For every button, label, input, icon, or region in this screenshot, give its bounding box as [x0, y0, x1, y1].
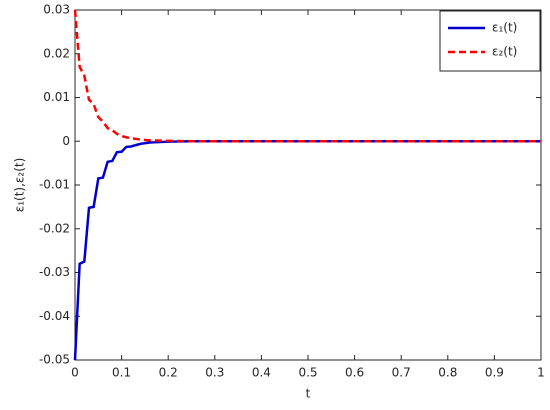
- x-tick-label: 0.4: [252, 366, 271, 380]
- x-tick-label: 0: [71, 366, 79, 380]
- series-line: [73, 140, 541, 361]
- y-tick-label: -0.03: [39, 265, 70, 279]
- x-tick-label: 0.5: [298, 366, 317, 380]
- y-axis-label: ε₁(t),ε₂(t): [13, 158, 27, 213]
- x-tick-label: 0.7: [392, 366, 411, 380]
- series-line: [73, 9, 541, 143]
- y-tick-label: 0.01: [43, 90, 70, 104]
- x-tick-label: 0.1: [112, 366, 131, 380]
- legend-box: [439, 10, 541, 72]
- x-axis-label: t: [306, 387, 311, 401]
- x-tick-label: 1: [537, 366, 545, 380]
- y-tick-label: 0.03: [43, 3, 70, 17]
- y-tick-label: -0.04: [39, 309, 70, 323]
- x-tick-label: 0.8: [438, 366, 457, 380]
- y-tick-label: 0.02: [43, 46, 70, 60]
- y-tick-label: -0.01: [39, 178, 70, 192]
- legend-label: ε₂(t): [492, 45, 517, 59]
- x-tick-label: 0.6: [345, 366, 364, 380]
- x-tick-label: 0.9: [485, 366, 504, 380]
- y-tick-label: -0.02: [39, 221, 70, 235]
- x-tick-label: 0.3: [205, 366, 224, 380]
- legend-label: ε₁(t): [492, 21, 517, 35]
- x-tick-label: 0.2: [159, 366, 178, 380]
- y-tick-label: 0: [62, 134, 70, 148]
- y-tick-label: -0.05: [39, 353, 70, 367]
